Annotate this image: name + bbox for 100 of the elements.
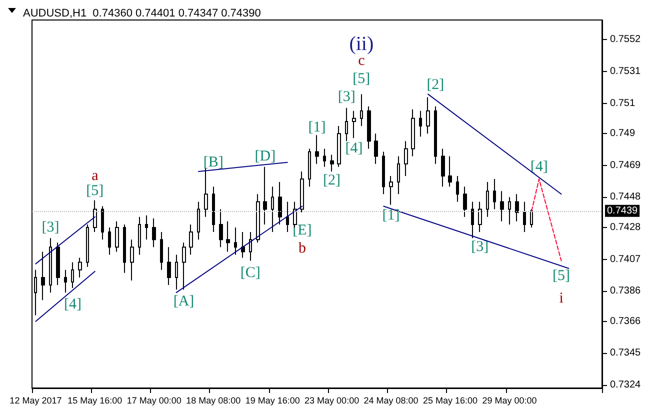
- candlestick: [411, 108, 415, 157]
- candlestick: [448, 156, 452, 188]
- candlestick: [500, 190, 504, 222]
- x-tick-label: 19 May 16:00: [245, 396, 300, 406]
- candlestick: [108, 226, 111, 256]
- candlestick: [256, 194, 260, 244]
- x-tick-label: 24 May 08:00: [364, 396, 418, 406]
- candlestick: [197, 201, 200, 240]
- candlestick: [486, 182, 489, 218]
- annotation: [4]: [345, 140, 363, 157]
- candlestick: [315, 134, 319, 164]
- candlestick: [404, 140, 408, 176]
- x-tick-label: 15 May 16:00: [68, 396, 122, 406]
- candlestick: [300, 170, 304, 213]
- candlestick: [175, 254, 178, 290]
- candlestick: [523, 201, 526, 233]
- candlestick: [115, 220, 119, 252]
- x-tick-label: 12 May 2017: [10, 396, 62, 406]
- y-tick-label: 0.751: [610, 98, 636, 109]
- candlestick: [123, 224, 126, 274]
- candlestick: [226, 220, 230, 252]
- candlestick: [308, 148, 311, 188]
- candlestick: [426, 96, 430, 134]
- candlestick: [382, 151, 385, 195]
- candlestick: [271, 186, 274, 233]
- candlestick: [41, 251, 45, 301]
- candlestick: [167, 246, 171, 286]
- y-tick-label: 0.7407: [610, 254, 642, 265]
- candlestick: [323, 148, 326, 168]
- candlestick: [493, 178, 496, 210]
- annotation: [3]: [471, 239, 489, 256]
- annotation: [3]: [338, 89, 356, 106]
- candlestick: [138, 216, 141, 256]
- annotation: [1]: [382, 207, 400, 224]
- candlestick: [56, 242, 60, 286]
- annotation: [4]: [64, 296, 82, 313]
- x-tick-label: 17 May 00:00: [126, 396, 182, 406]
- candlestick: [374, 133, 378, 164]
- candlestick: [86, 224, 89, 268]
- annotation: [5]: [352, 71, 370, 88]
- candlestick: [456, 175, 459, 202]
- candlestick: [360, 94, 363, 127]
- candlestick: [471, 201, 474, 239]
- candlestick: [93, 200, 97, 233]
- candlestick: [49, 238, 52, 294]
- candlestick: [249, 232, 252, 262]
- candlestick: [263, 166, 267, 225]
- annotation: a: [92, 168, 99, 184]
- candlestick: [508, 196, 511, 225]
- x-tick-label: 23 May 00:00: [304, 396, 360, 406]
- candlestick: [389, 175, 393, 206]
- y-tick-label: 0.7428: [610, 222, 642, 233]
- candlestick: [337, 126, 341, 168]
- candlestick: [330, 154, 334, 172]
- x-tick-label: 29 May 00:00: [482, 396, 537, 406]
- candlestick: [204, 168, 208, 218]
- annotation: b: [298, 240, 306, 257]
- annotation: [4]: [530, 158, 548, 175]
- ref-line-label: 0.7439: [607, 205, 638, 216]
- annotation: c: [358, 52, 366, 69]
- candlestick: [286, 201, 289, 233]
- candlestick: [182, 242, 186, 290]
- candlestick: [419, 110, 422, 138]
- y-tick-label: 0.7469: [610, 160, 642, 171]
- candlestick: [463, 186, 467, 218]
- candlestick: [160, 232, 163, 270]
- candlestick: [64, 269, 67, 294]
- candlestick: [345, 107, 348, 142]
- x-tick-label: 18 May 08:00: [186, 396, 241, 406]
- candlestick: [145, 214, 148, 240]
- annotation: i: [559, 290, 564, 307]
- annotation: [5]: [552, 268, 570, 284]
- candlestick: [441, 148, 445, 188]
- annotation: [2]: [323, 172, 341, 189]
- y-tick-label: 0.7324: [610, 379, 642, 390]
- x-tick-label: 25 May 16:00: [422, 396, 478, 406]
- annotation: [A]: [173, 294, 194, 310]
- y-tick-label: 0.7345: [610, 348, 642, 359]
- y-tick-label: 0.7552: [610, 34, 642, 46]
- candlestick: [71, 262, 74, 289]
- annotation: [1]: [308, 120, 326, 136]
- candlestick: [352, 110, 356, 139]
- candlestick: [130, 239, 134, 281]
- candlestick: [34, 269, 37, 316]
- candlestick: [397, 156, 400, 195]
- candlestick: [434, 106, 437, 164]
- y-tick-label: 0.7448: [610, 192, 642, 203]
- candlestick: [367, 106, 371, 150]
- candlestick: [78, 257, 82, 278]
- candlestick: [212, 186, 215, 233]
- y-tick-label: 0.7531: [610, 66, 642, 77]
- annotation: [C]: [240, 264, 260, 281]
- chart-title: AUDUSD,H1 0.74360 0.74401 0.74347 0.74390: [23, 8, 261, 20]
- annotation: [5]: [86, 183, 104, 200]
- candlestick: [478, 201, 482, 233]
- candlestick: [152, 218, 156, 248]
- candlestick: [241, 232, 245, 258]
- annotation: (ii): [349, 33, 374, 56]
- candlestick: [278, 182, 282, 225]
- candlestick: [234, 226, 237, 256]
